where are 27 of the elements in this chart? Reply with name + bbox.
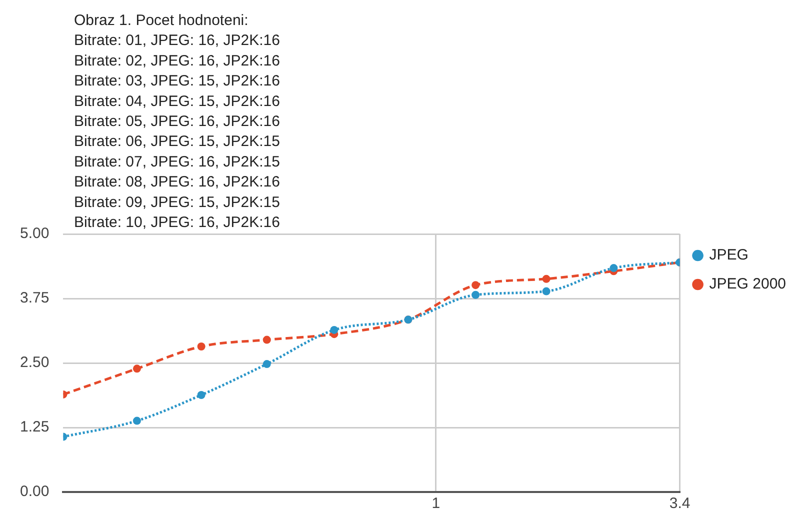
text: Bitrate: 08, JPEG: 16, JP2K:16	[74, 174, 280, 191]
y-tick-label: 0.00	[20, 483, 50, 500]
y-tick-label: 5.00	[20, 225, 50, 242]
point	[472, 290, 480, 299]
x-tick-label: 1	[432, 495, 440, 512]
chart-title: Obraz 1. Pocet hodnoteni:	[74, 12, 248, 29]
point	[472, 281, 480, 290]
text: Bitrate: 01, JPEG: 16, JP2K:16	[74, 32, 280, 50]
text: Bitrate: 04, JPEG: 15, JP2K:16	[74, 92, 280, 110]
text: Bitrate: 06, JPEG: 15, JP2K:15	[74, 133, 280, 150]
text: Bitrate: 02, JPEG: 16, JP2K:16	[74, 52, 280, 70]
point	[197, 342, 206, 350]
point	[197, 390, 206, 399]
y-tick-label: 1.25	[20, 418, 50, 436]
point	[542, 274, 550, 283]
legend-label: JPEG	[709, 246, 748, 264]
text: Bitrate: 10, JPEG: 16, JP2K:16	[74, 214, 280, 231]
y-tick-label: 2.50	[20, 354, 50, 372]
text: Bitrate: 03, JPEG: 15, JP2K:16	[74, 72, 280, 90]
text: Bitrate: 09, JPEG: 15, JP2K:15	[74, 194, 280, 211]
x-tick-label: 3.4	[669, 495, 690, 512]
point	[610, 264, 618, 272]
text: Bitrate: 07, JPEG: 16, JP2K:15	[74, 153, 280, 170]
point	[542, 287, 550, 296]
y-tick-label: 3.75	[20, 290, 50, 307]
legend-label: JPEG 2000	[709, 276, 786, 293]
text: Bitrate: 05, JPEG: 16, JP2K:16	[74, 113, 280, 130]
